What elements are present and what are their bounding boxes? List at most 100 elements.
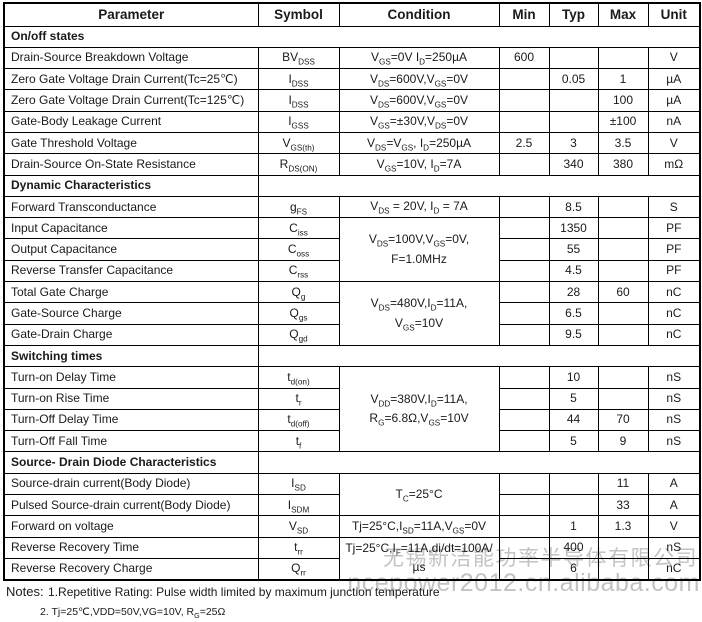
condition-cell: VDS = 20V, ID = 7A: [338, 195, 500, 219]
section-row: Dynamic Characteristics: [3, 174, 701, 197]
typ-cell: 5: [548, 430, 599, 453]
min-cell: 600: [498, 46, 550, 70]
unit-cell: nS: [647, 430, 701, 453]
unit-cell: nS: [647, 536, 701, 559]
unit-cell: PF: [647, 217, 701, 240]
parameter-cell: Gate-Body Leakage Current: [3, 110, 259, 133]
unit-cell: µA: [647, 89, 701, 112]
symbol-cell: BVDSS: [257, 46, 340, 70]
min-cell: [498, 408, 550, 432]
max-cell: 380: [597, 153, 649, 176]
table-row: Drain-Source On-State Resistance RDS(ON) V…: [3, 153, 701, 176]
section-spacer: [257, 174, 701, 197]
max-cell: ±100: [597, 110, 649, 133]
unit-cell: V: [647, 46, 701, 70]
min-cell: [498, 302, 550, 325]
max-cell: [597, 259, 649, 283]
unit-cell: V: [647, 515, 701, 538]
table-row: Forward Transconductance gFS VDS = 20V, ID…: [3, 195, 701, 219]
min-cell: [498, 68, 550, 91]
max-cell: [597, 366, 649, 389]
condition-cell: VDD=380V,ID=11A, RG=6.8Ω,VGS=10V: [338, 366, 500, 453]
typ-cell: 3: [548, 131, 599, 155]
min-cell: [498, 536, 550, 559]
max-cell: 33: [597, 494, 649, 517]
unit-cell: nC: [647, 323, 701, 346]
section-row: On/off states: [3, 25, 701, 48]
parameter-cell: Reverse Transfer Capacitance: [3, 259, 259, 283]
max-cell: [597, 46, 649, 70]
note-line-2: 2. Tj=25℃,VDD=50V,VG=10V, RG=25Ω: [6, 606, 440, 620]
table-row: Reverse Recovery Time trr Tj=25°C,IF=11A,d…: [3, 536, 701, 581]
max-cell: [597, 195, 649, 219]
symbol-cell: Coss: [257, 238, 340, 261]
table-row: Reverse Recovery Charge Qrr 6 nC: [3, 557, 701, 581]
table-row: Turn-on Rise Time tr 5 nS: [3, 387, 701, 410]
symbol-cell: ISD: [257, 472, 340, 496]
max-cell: 1: [597, 68, 649, 91]
condition-cell: Tj=25°C,ISD=11A,VGS=0V: [338, 515, 500, 538]
typ-cell: 1: [548, 515, 599, 538]
symbol-cell: td(on): [257, 366, 340, 389]
parameter-cell: Pulsed Source-drain current(Body Diode): [3, 494, 259, 517]
section-row: Source- Drain Diode Characteristics: [3, 451, 701, 474]
min-cell: [498, 259, 550, 283]
typ-cell: [548, 89, 599, 112]
max-cell: 11: [597, 472, 649, 496]
max-cell: [597, 323, 649, 346]
table-row: Zero Gate Voltage Drain Current(Tc=25℃) I…: [3, 68, 701, 91]
parameter-cell: Output Capacitance: [3, 238, 259, 261]
typ-cell: 55: [548, 238, 599, 261]
typ-cell: 400: [548, 536, 599, 559]
symbol-cell: gFS: [257, 195, 340, 219]
typ-cell: 5: [548, 387, 599, 410]
symbol-cell: Qrr: [257, 557, 340, 581]
min-cell: [498, 557, 550, 581]
typ-cell: 8.5: [548, 195, 599, 219]
max-cell: 9: [597, 430, 649, 453]
unit-cell: µA: [647, 68, 701, 91]
unit-cell: nC: [647, 557, 701, 581]
parameter-cell: Forward on voltage: [3, 515, 259, 538]
min-cell: 2.5: [498, 131, 550, 155]
parameter-cell: Turn-Off Delay Time: [3, 408, 259, 432]
min-cell: [498, 323, 550, 346]
symbol-cell: IDSS: [257, 68, 340, 91]
typ-cell: 6: [548, 557, 599, 581]
unit-cell: nS: [647, 366, 701, 389]
symbol-cell: tf: [257, 430, 340, 453]
parameter-cell: Zero Gate Voltage Drain Current(Tc=25℃): [3, 68, 259, 91]
max-cell: 100: [597, 89, 649, 112]
symbol-cell: trr: [257, 536, 340, 559]
unit-cell: nS: [647, 387, 701, 410]
max-cell: 1.3: [597, 515, 649, 538]
symbol-cell: tr: [257, 387, 340, 410]
parameter-cell: Turn-Off Fall Time: [3, 430, 259, 453]
note-item-1: 1.Repetitive Rating: Pulse width limited…: [48, 585, 440, 599]
min-cell: [498, 494, 550, 517]
table-row: Gate-Source Charge Qgs 6.5 nC: [3, 302, 701, 325]
min-cell: [498, 430, 550, 453]
condition-cell: VDS=600V,VGS=0V: [338, 68, 500, 91]
note-line-1: Notes: 1.Repetitive Rating: Pulse width …: [6, 583, 440, 601]
typ-cell: 9.5: [548, 323, 599, 346]
condition-cell: Tj=25°C,IF=11A,di/dt=100A/µs: [338, 536, 500, 581]
typ-cell: 44: [548, 408, 599, 432]
unit-cell: S: [647, 195, 701, 219]
unit-cell: nS: [647, 408, 701, 432]
unit-cell: nC: [647, 302, 701, 325]
condition-cell: VDS=480V,ID=11A, VGS=10V: [338, 281, 500, 346]
min-cell: [498, 89, 550, 112]
table-row: Turn-on Delay Time td(on) VDD=380V,ID=11A,…: [3, 366, 701, 453]
section-title: Dynamic Characteristics: [3, 174, 259, 197]
typ-cell: 340: [548, 153, 599, 176]
section-title: Source- Drain Diode Characteristics: [3, 451, 259, 474]
column-header-unit: Unit: [647, 2, 701, 27]
symbol-cell: Ciss: [257, 217, 340, 240]
max-cell: 60: [597, 281, 649, 304]
column-header-condition: Condition: [338, 2, 500, 27]
parameter-cell: Source-drain current(Body Diode): [3, 472, 259, 496]
table-row: Reverse Transfer Capacitance Crss 4.5 PF: [3, 259, 701, 283]
table-row: Drain-Source Breakdown Voltage BVDSS VGS=0…: [3, 46, 701, 70]
unit-cell: A: [647, 494, 701, 517]
